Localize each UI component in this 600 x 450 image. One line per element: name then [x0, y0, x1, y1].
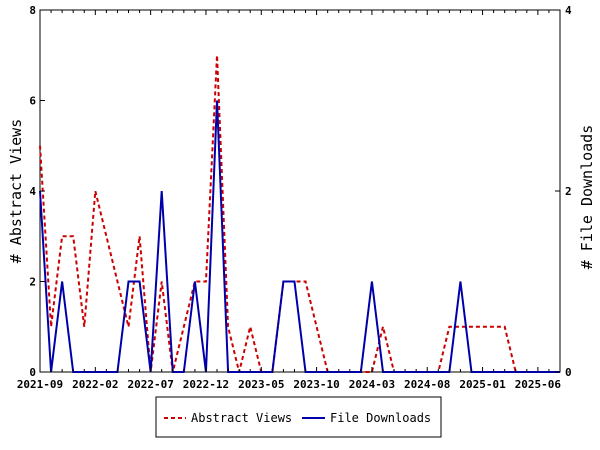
x-tick-label: 2024-03 [349, 378, 395, 391]
series-line-file-downloads [39, 100, 560, 373]
legend-box [155, 396, 442, 438]
axes-layer: 2021-09 2022-02 2022-07 2022-12 2023-05 2023-… [17, 4, 572, 391]
legend: Abstract Views File Downloads [155, 396, 442, 438]
y-tick-label: 6 [29, 95, 36, 108]
series-layer [39, 55, 560, 373]
x-tick-label: 2023-10 [293, 378, 339, 391]
plot-area [39, 9, 561, 373]
y2-tick-label: 0 [565, 366, 572, 379]
x-tick-label: 2024-08 [404, 378, 450, 391]
series-line-abstract-views [39, 55, 560, 373]
x-tick-label: 2023-05 [238, 378, 284, 391]
x-tick-label: 2022-12 [183, 378, 229, 391]
x-tick-label: 2021-09 [17, 378, 63, 391]
x-tick-label: 2022-02 [72, 378, 118, 391]
x-tick-label: 2025-01 [459, 378, 506, 391]
y2-tick-label: 4 [565, 4, 572, 17]
y-tick-label: 4 [29, 185, 36, 198]
legend-label-abstract-views: Abstract Views [191, 411, 292, 425]
y-tick-label: 2 [29, 276, 36, 289]
y2-tick-label: 2 [565, 185, 572, 198]
x-tick-label: 2025-06 [515, 378, 562, 391]
left-axis-title: # Abstract Views [7, 119, 25, 264]
y-tick-label: 0 [29, 366, 36, 379]
y-tick-label: 8 [29, 4, 36, 17]
right-axis-title: # File Downloads [578, 125, 596, 270]
x-tick-label: 2022-07 [127, 378, 173, 391]
legend-label-file-downloads: File Downloads [330, 411, 431, 425]
